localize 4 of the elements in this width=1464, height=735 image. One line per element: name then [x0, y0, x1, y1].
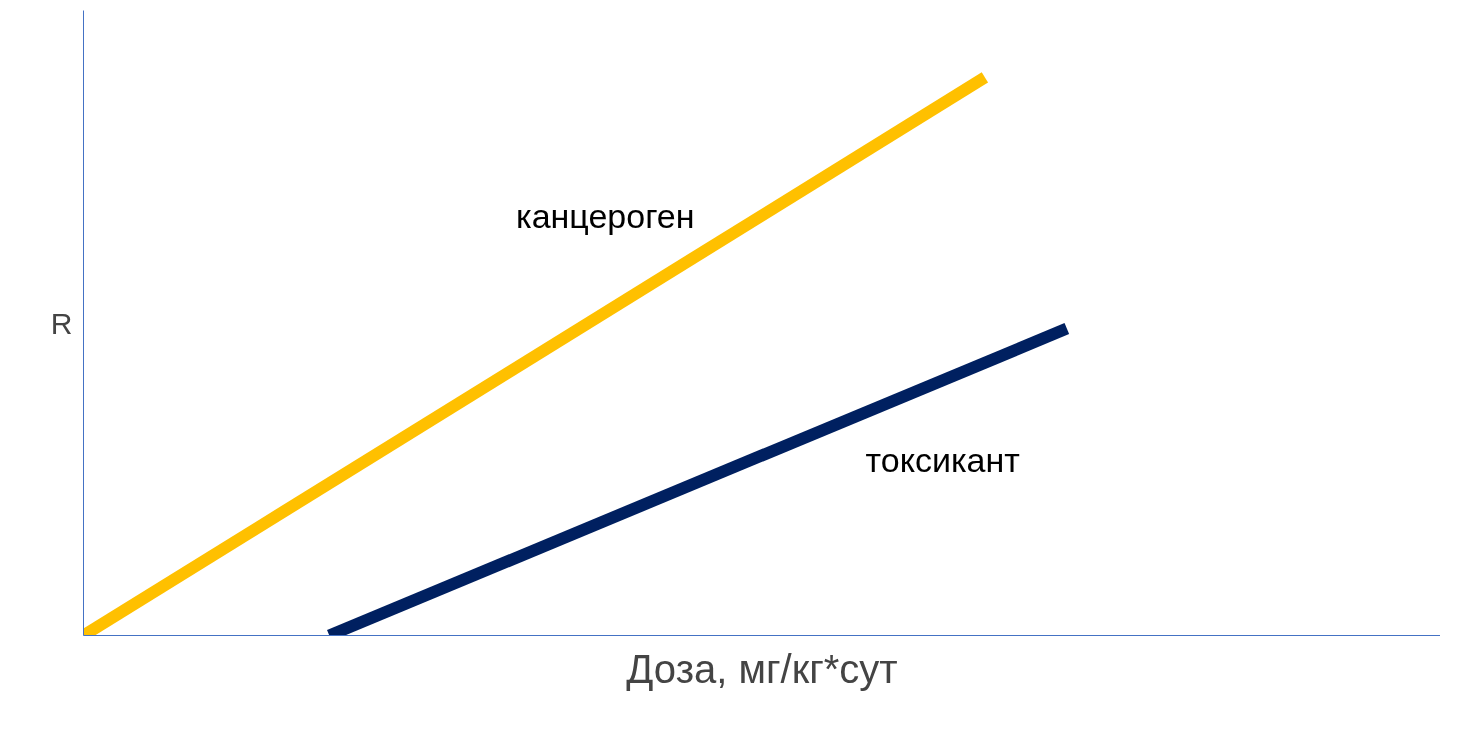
series-label: токсикант — [865, 440, 1020, 479]
y-axis-title: R — [50, 306, 73, 340]
x-axis-title: Доза, мг/кг*сут — [626, 646, 898, 691]
series-label: канцероген — [516, 196, 695, 235]
